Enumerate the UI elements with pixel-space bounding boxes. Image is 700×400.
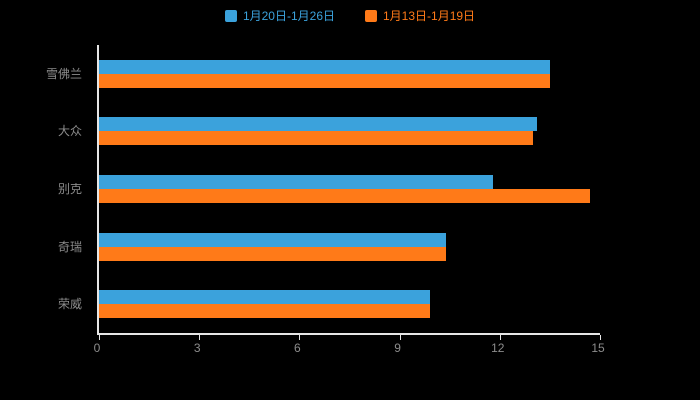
legend: 1月20日-1月26日 1月13日-1月19日	[0, 8, 700, 24]
bar-series1	[99, 117, 537, 132]
x-tick-label: 9	[394, 341, 401, 355]
legend-item-series1[interactable]: 1月20日-1月26日	[224, 9, 335, 23]
bar-series2	[99, 189, 590, 203]
bar-series1	[99, 290, 430, 305]
category-label: 奇瑞	[57, 239, 82, 254]
x-tick-mark	[399, 335, 401, 340]
x-tick-label: 0	[93, 341, 101, 355]
bar-series1	[99, 175, 494, 189]
x-tick-mark	[600, 335, 601, 340]
x-axis-labels: 0 3 6 9 12 15	[93, 341, 605, 357]
x-tick-mark	[499, 335, 501, 340]
bar-series1	[99, 232, 447, 247]
x-tick-label: 6	[294, 341, 301, 355]
legend-swatch-icon	[224, 10, 237, 22]
bar-series2	[99, 131, 534, 146]
bar-series2	[99, 73, 550, 88]
category-label: 大众	[57, 124, 82, 139]
x-tick-mark	[299, 335, 301, 340]
legend-label: 1月20日-1月26日	[242, 9, 335, 23]
x-tick-label: 12	[491, 341, 505, 355]
bar-series1	[99, 59, 550, 74]
x-tick-label: 3	[193, 341, 201, 355]
legend-label: 1月13日-1月19日	[383, 9, 476, 23]
x-tick-mark	[99, 335, 100, 340]
category-label: 雪佛兰	[45, 66, 82, 81]
plot-area	[97, 45, 601, 340]
legend-item-series2[interactable]: 1月13日-1月19日	[365, 9, 475, 23]
x-tick-mark	[199, 335, 201, 340]
category-label: 别克	[57, 182, 82, 196]
bar-series2	[99, 246, 447, 261]
bar-series2	[99, 304, 430, 319]
legend-swatch-icon	[365, 10, 377, 22]
category-label: 荣威	[57, 297, 82, 312]
y-axis-labels: 雪佛兰大众别克奇瑞荣威	[0, 45, 88, 335]
x-tick-label: 15	[591, 341, 605, 355]
